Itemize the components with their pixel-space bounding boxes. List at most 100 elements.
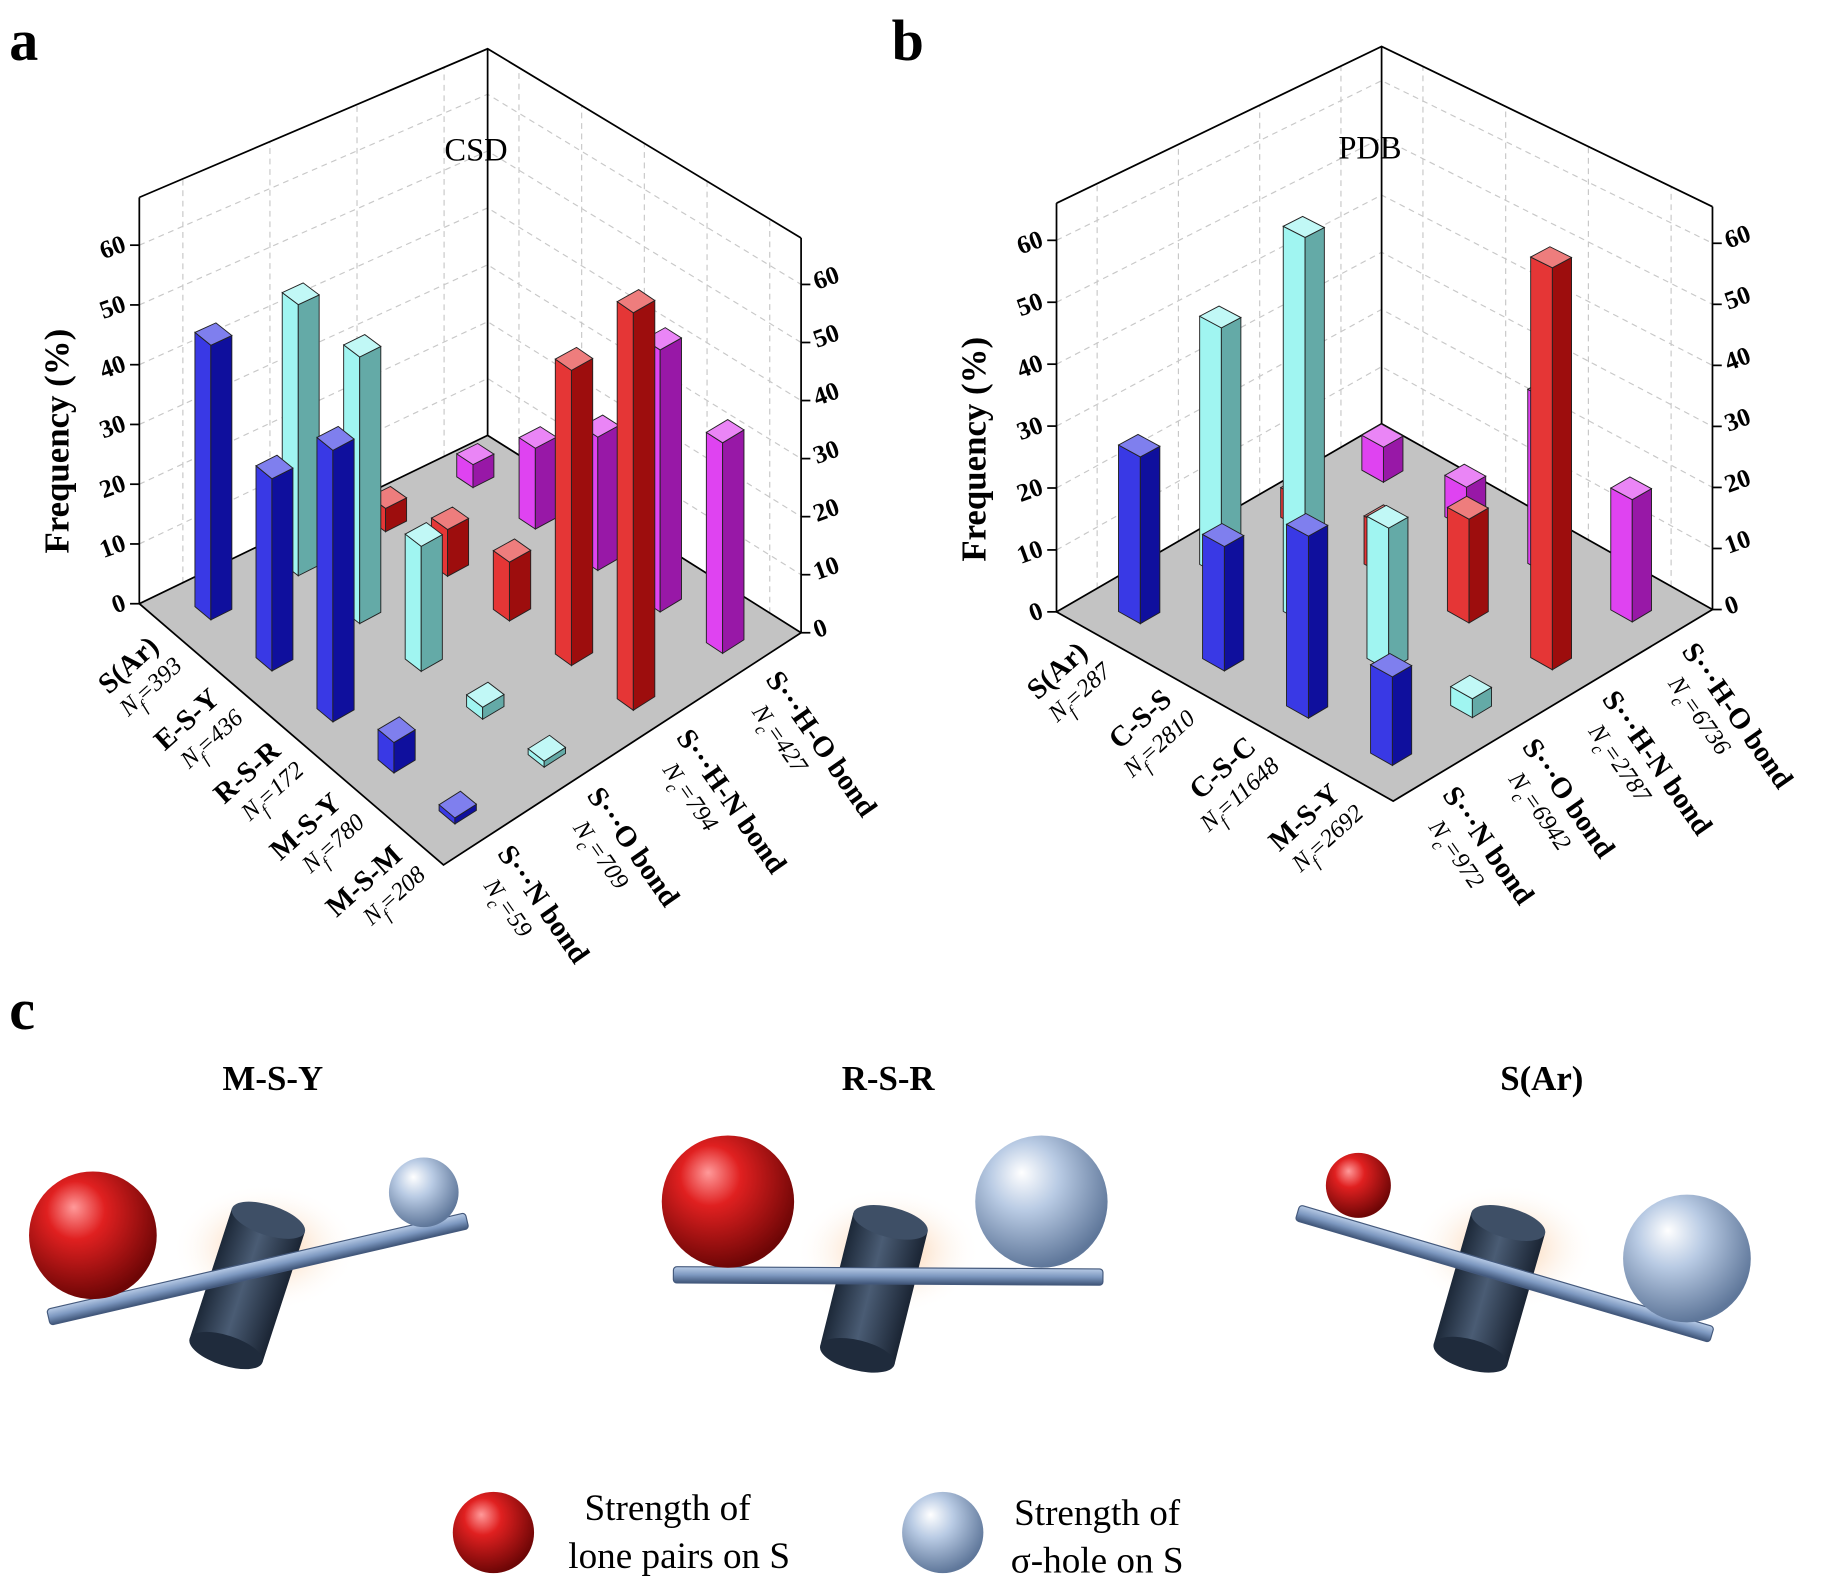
diagram-title: M-S-Y: [223, 1059, 324, 1098]
legend-swatch: [902, 1491, 984, 1574]
seesaw: [29, 1157, 469, 1370]
bar-top: [554, 346, 594, 371]
sigma-hole-ball: [388, 1157, 459, 1228]
bar: [194, 322, 233, 621]
bar-face: [1307, 524, 1329, 720]
bar-face: [1118, 444, 1141, 625]
panel-label: c: [9, 977, 35, 1042]
lone-pair-ball: [29, 1171, 157, 1300]
bar-top: [465, 681, 505, 708]
panel-label: b: [892, 8, 924, 73]
bar-top: [316, 425, 355, 451]
seesaw: [1295, 1152, 1751, 1373]
z-tick-label: 30: [1721, 402, 1755, 438]
sigma-hole-ball: [1623, 1194, 1751, 1323]
legend-text: σ-hole on S: [1011, 1540, 1184, 1581]
bar-face: [332, 438, 355, 723]
grid-line: [139, 264, 802, 460]
bar-face: [255, 464, 273, 672]
z-tick-label: 20: [96, 468, 130, 504]
sigma-hole-ball: [975, 1135, 1108, 1268]
bar-face: [1446, 506, 1470, 624]
z-tick-label: 10: [96, 528, 130, 564]
diagram-title: S(Ar): [1500, 1059, 1583, 1098]
z-tick-label: 50: [809, 318, 843, 354]
bar-face: [632, 299, 656, 712]
z-tick-label: 50: [96, 289, 130, 325]
bar: [281, 282, 321, 577]
bar: [1285, 512, 1329, 720]
z-tick-label: 10: [1013, 534, 1047, 570]
bar-face: [1286, 523, 1309, 719]
z-tick-label: 50: [1013, 286, 1047, 322]
pivot: [1433, 1205, 1546, 1373]
z-tick-label: 0: [1025, 596, 1047, 628]
grid-line: [1056, 80, 1713, 244]
chart-3d: 0 0 10 10 20 20 30 30 40 40 50 50 60 60 Frequency (%) C…: [37, 47, 883, 969]
grid-line: [139, 321, 802, 518]
bar-face: [1366, 515, 1390, 672]
z-tick-label: 60: [809, 260, 843, 296]
bar-face: [597, 424, 620, 572]
bar-top: [281, 282, 321, 306]
z-axis-label: Frequency (%): [955, 337, 994, 562]
legend-text: lone pairs on S: [568, 1536, 790, 1577]
bar: [1449, 674, 1493, 719]
bar-face: [1202, 533, 1225, 672]
z-tick-label: 20: [1013, 472, 1047, 508]
bar-face: [271, 467, 294, 672]
z-tick-label: 40: [809, 376, 843, 412]
chart-title: CSD: [444, 133, 507, 169]
z-tick-label: 30: [809, 434, 843, 470]
bar: [1609, 476, 1653, 623]
z-tick-label: 20: [1721, 463, 1755, 499]
bar: [527, 734, 567, 769]
bar-face: [1468, 507, 1489, 624]
bar-face: [1610, 487, 1633, 623]
z-tick-label: 40: [1721, 341, 1755, 377]
bar-face: [616, 300, 634, 712]
z-tick-label: 60: [1721, 218, 1755, 254]
legend: Strength of lone pairs on S Strength of …: [452, 1488, 1184, 1581]
bar: [1360, 423, 1404, 484]
bar-face: [722, 429, 745, 655]
bar-top: [1360, 423, 1404, 448]
seesaw: [661, 1135, 1108, 1373]
pivot: [189, 1201, 306, 1370]
bar-top: [1282, 215, 1326, 238]
bar-top: [1201, 522, 1245, 548]
bar: [492, 538, 532, 622]
legend-swatch: [452, 1491, 535, 1574]
bar-top: [1449, 674, 1493, 700]
bar-face: [1223, 534, 1245, 672]
bar-face: [404, 533, 422, 673]
bar-face: [518, 436, 536, 530]
z-tick-label: 40: [1013, 348, 1047, 384]
plank: [46, 1212, 469, 1326]
bar: [1529, 246, 1573, 671]
lone-pair-ball: [661, 1135, 795, 1268]
bar: [554, 346, 594, 667]
bar: [465, 681, 505, 721]
bar-face: [194, 331, 212, 621]
bar-top: [255, 454, 294, 480]
bar-top: [1366, 504, 1409, 529]
z-tick-label: 30: [1013, 410, 1047, 446]
z-tick-label: 10: [809, 550, 843, 586]
bar-face: [316, 436, 334, 723]
z-tick-label: 20: [809, 492, 843, 528]
bar-top: [194, 322, 233, 346]
bar: [316, 425, 355, 723]
bar-top: [1285, 512, 1329, 537]
bar-top: [1369, 652, 1413, 678]
bar: [1446, 495, 1490, 624]
bar-face: [492, 549, 510, 622]
bar: [1117, 433, 1161, 625]
z-tick-label: 0: [1721, 589, 1743, 621]
chart-title: PDB: [1338, 130, 1401, 166]
grid-line: [1056, 137, 1713, 305]
bar: [455, 442, 495, 489]
bar-top: [705, 419, 745, 444]
bar-top: [455, 442, 495, 466]
